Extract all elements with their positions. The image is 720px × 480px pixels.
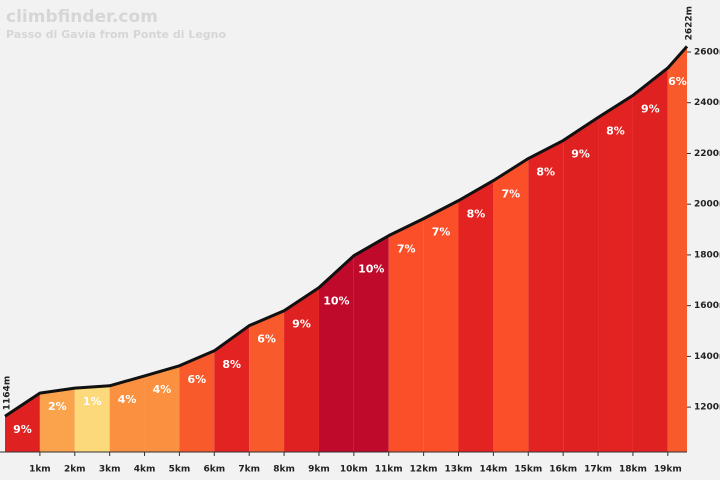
gradient-segment (667, 46, 687, 452)
gradient-label: 7% (432, 226, 451, 239)
y-tick-label: 2000m (694, 200, 720, 210)
x-tick-label: 11km (375, 465, 403, 475)
y-tick-label: 1800m (694, 250, 720, 260)
x-tick-label: 17km (584, 465, 612, 475)
x-tick-label: 9km (308, 465, 330, 475)
y-tick-label: 2600m (694, 47, 720, 57)
gradient-segment (144, 365, 180, 452)
y-tick-label: 1600m (694, 301, 720, 311)
x-tick-label: 18km (619, 465, 647, 475)
gradient-label: 9% (571, 148, 590, 161)
x-tick-label: 6km (203, 465, 225, 475)
gradient-label: 6% (257, 333, 276, 346)
x-tick-label: 5km (169, 465, 191, 475)
x-tick-label: 12km (410, 465, 438, 475)
y-tick-label: 1200m (694, 403, 720, 413)
y-tick-label: 2400m (694, 98, 720, 108)
gradient-segment (632, 67, 668, 453)
gradient-segment (5, 393, 40, 452)
gradient-segment (423, 200, 459, 452)
gradient-label: 4% (118, 393, 137, 406)
gradient-label: 7% (397, 243, 416, 256)
gradient-label: 9% (292, 318, 311, 331)
climb-name: Passo di Gavia from Ponte di Legno (6, 28, 226, 41)
y-tick-label: 2200m (694, 149, 720, 159)
gradient-label: 6% (188, 373, 207, 386)
gradient-segment (109, 375, 145, 452)
gradient-label: 4% (153, 383, 172, 396)
gradient-label: 8% (467, 208, 486, 221)
gradient-segment (458, 180, 494, 452)
x-tick-label: 15km (514, 465, 542, 475)
gradient-label: 7% (501, 188, 520, 201)
x-tick-label: 10km (340, 465, 368, 475)
y-tick-label: 1400m (694, 352, 720, 362)
end-elevation: 2622m (685, 6, 695, 40)
gradient-label: 1% (83, 395, 102, 408)
x-tick-label: 3km (99, 465, 121, 475)
gradient-segment (528, 140, 564, 453)
gradient-label: 8% (222, 358, 241, 371)
gradient-segment (493, 158, 529, 453)
x-tick-label: 1km (29, 465, 51, 475)
gradient-label: 9% (641, 102, 660, 115)
gradient-segment (318, 255, 354, 452)
gradient-segment (214, 325, 250, 452)
gradient-label: 6% (668, 75, 687, 88)
gradient-label: 10% (358, 263, 384, 276)
gradient-segment (249, 310, 285, 452)
start-elevation: 1164m (3, 376, 13, 410)
gradient-segment (353, 235, 389, 452)
x-tick-label: 16km (549, 465, 577, 475)
gradient-label: 10% (323, 295, 349, 308)
gradient-segment (74, 385, 110, 452)
gradient-segment (598, 95, 633, 452)
gradient-segment (39, 388, 75, 452)
x-tick-label: 14km (479, 465, 507, 475)
x-tick-label: 2km (64, 465, 86, 475)
gradient-segment (179, 350, 215, 452)
x-tick-label: 19km (654, 465, 682, 475)
x-tick-label: 8km (273, 465, 295, 475)
gradient-segment (388, 218, 424, 452)
gradient-label: 9% (13, 423, 32, 436)
gradient-label: 8% (606, 124, 625, 137)
gradient-segment (563, 117, 599, 452)
gradient-segment (284, 287, 319, 452)
x-tick-label: 13km (445, 465, 473, 475)
gradient-label: 8% (536, 166, 555, 179)
watermark: climbfinder.com (6, 7, 158, 27)
x-tick-label: 4km (134, 465, 156, 475)
gradient-label: 2% (48, 400, 67, 413)
profile-line (4, 45, 689, 418)
x-tick-label: 7km (238, 465, 260, 475)
